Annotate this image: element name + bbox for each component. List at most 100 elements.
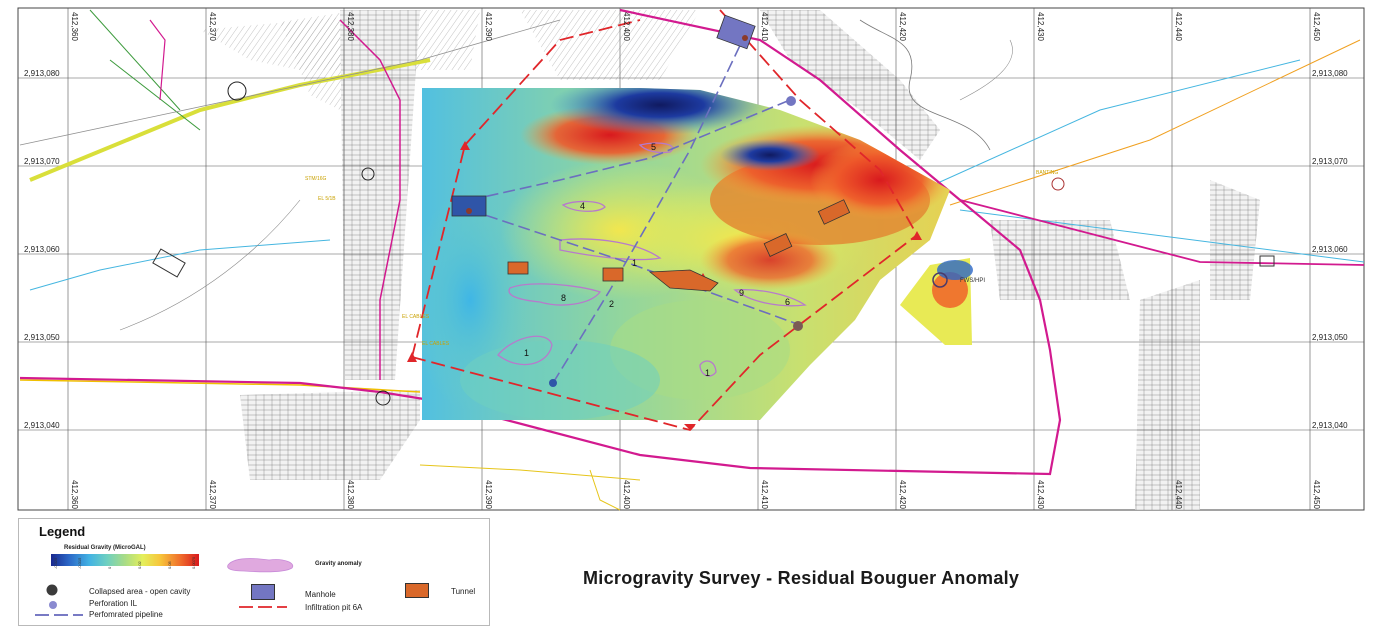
anomaly-number: 9 (739, 288, 744, 298)
road-boundary (959, 199, 1365, 266)
collapsed-area (793, 321, 803, 331)
perforation-swatch (49, 601, 57, 609)
annotation: STM/16G (305, 176, 327, 182)
legend-panel: Legend Residual Gravity (MicroGAL) -0.02… (18, 518, 490, 626)
northing-label: 2,913,050 (1312, 333, 1348, 342)
inlet-circle (375, 390, 391, 406)
easting-labels-bottom: 412,360 412,370 412,380 412,390 412,400 … (70, 480, 1321, 509)
tunnels (507, 199, 851, 292)
gradient-tick: -0.015 (77, 557, 82, 569)
easting-label: 412,430 (1036, 480, 1045, 509)
northing-label: 2,913,070 (24, 157, 60, 166)
gravity-inset-red (932, 272, 968, 308)
anomaly-number: 8 (561, 293, 566, 303)
manhole (451, 195, 487, 217)
anomaly-number: 1 (705, 368, 710, 378)
structure-box (1259, 255, 1275, 267)
gradient-tick: 0.0075 (191, 556, 196, 569)
annotation: FWS/HPI (960, 278, 985, 284)
collapsed-area-label: Collapsed area - open cavity (89, 587, 191, 596)
easting-labels-top: 412,360 412,370 412,380 412,390 412,400 … (70, 12, 1321, 41)
pit-marker (684, 424, 696, 430)
easting-label: 412,410 (760, 480, 769, 509)
gravity-anomaly-outlines (497, 142, 807, 377)
annotation: BANTING (1036, 170, 1058, 176)
gradient-tick: 0.02 (137, 561, 142, 569)
anomaly-number-labels: 1 1 1 2 4 5 6 8 9 (524, 142, 790, 378)
pavement (990, 220, 1130, 300)
anomaly-number: 1 (524, 348, 529, 358)
pipeline-swatch (35, 614, 83, 616)
easting-label: 412,420 (898, 480, 907, 509)
easting-label: 412,430 (1036, 12, 1045, 41)
road-boundary (149, 19, 166, 101)
pavement (240, 390, 420, 480)
easting-label: 412,390 (484, 480, 493, 509)
gradient-label: Residual Gravity (MicroGAL) (64, 545, 146, 551)
tunnel-swatch (405, 583, 429, 598)
northing-labels: 2,913,080 2,913,070 2,913,060 2,913,050 … (24, 69, 1348, 430)
annotation: EL CABLES (422, 341, 450, 347)
anomaly-number: 2 (609, 299, 614, 309)
easting-label: 412,450 (1312, 12, 1321, 41)
structure-box (152, 248, 186, 278)
northing-label: 2,913,050 (24, 333, 60, 342)
gradient-tick: -0.025 (53, 557, 58, 569)
manhole-swatch (251, 584, 275, 600)
northing-label: 2,913,060 (24, 245, 60, 254)
pavement (760, 10, 940, 160)
anomaly-number: 1 (632, 258, 637, 268)
road-boundary (19, 8, 1062, 476)
easting-label: 412,400 (622, 480, 631, 509)
easting-label: 412,380 (346, 480, 355, 509)
gravity-anomaly-swatch (227, 558, 294, 573)
easting-label: 412,440 (1174, 12, 1183, 41)
annotation: EL 5/1B (318, 196, 336, 202)
easting-label: 412,420 (898, 12, 907, 41)
utility-lines (19, 9, 1365, 511)
easting-label: 412,410 (760, 12, 769, 41)
manhole-label: Manhole (305, 590, 336, 599)
pavement (1210, 180, 1260, 300)
gradient-tick: 0.05 (167, 561, 172, 569)
manhole-center (466, 208, 472, 214)
perforation (786, 96, 796, 106)
easting-label: 412,360 (70, 480, 79, 509)
collapsed-area (549, 379, 557, 387)
pit-marker (407, 352, 417, 362)
legend-title: Legend (39, 524, 86, 539)
pit-marker (912, 231, 922, 240)
pit-marker (460, 141, 470, 150)
easting-label: 412,440 (1174, 480, 1183, 509)
inlet-circle (1051, 177, 1065, 191)
easting-label: 412,380 (346, 12, 355, 41)
easting-label: 412,360 (70, 12, 79, 41)
gravity-anomaly-label: Gravity anomaly (315, 561, 362, 567)
easting-label: 412,400 (622, 12, 631, 41)
collapsed-area-swatch (46, 584, 58, 596)
perforated-pipelines (469, 34, 801, 384)
manhole-center (742, 35, 748, 41)
hatched-area (280, 10, 360, 120)
infiltration-pit-label: Infiltration pit 6A (305, 603, 363, 612)
easting-label: 412,370 (208, 480, 217, 509)
inlet-circle (227, 81, 247, 101)
northing-label: 2,913,080 (1312, 69, 1348, 78)
northing-label: 2,913,060 (1312, 245, 1348, 254)
easting-label: 412,450 (1312, 480, 1321, 509)
tunnel-label: Tunnel (451, 587, 476, 596)
easting-label: 412,390 (484, 12, 493, 41)
pipeline-label: Perfomrated pipeline (89, 610, 163, 619)
easting-label: 412,370 (208, 12, 217, 41)
survey-map: 1 1 1 2 4 5 6 8 9 FWS/HPI STM/16G EL 5/1… (17, 7, 1365, 511)
inlet-circle (361, 167, 375, 181)
northing-label: 2,913,080 (24, 69, 60, 78)
infiltration-pit-swatch (239, 606, 287, 608)
pavement (1135, 280, 1200, 510)
gradient-tick: 0 (107, 566, 112, 569)
anomaly-number: 5 (651, 142, 656, 152)
page-title: Microgravity Survey - Residual Bouguer A… (583, 568, 1020, 588)
gravity-inset-blue (937, 260, 973, 280)
northing-label: 2,913,040 (24, 421, 60, 430)
anomaly-number: 4 (580, 201, 585, 211)
